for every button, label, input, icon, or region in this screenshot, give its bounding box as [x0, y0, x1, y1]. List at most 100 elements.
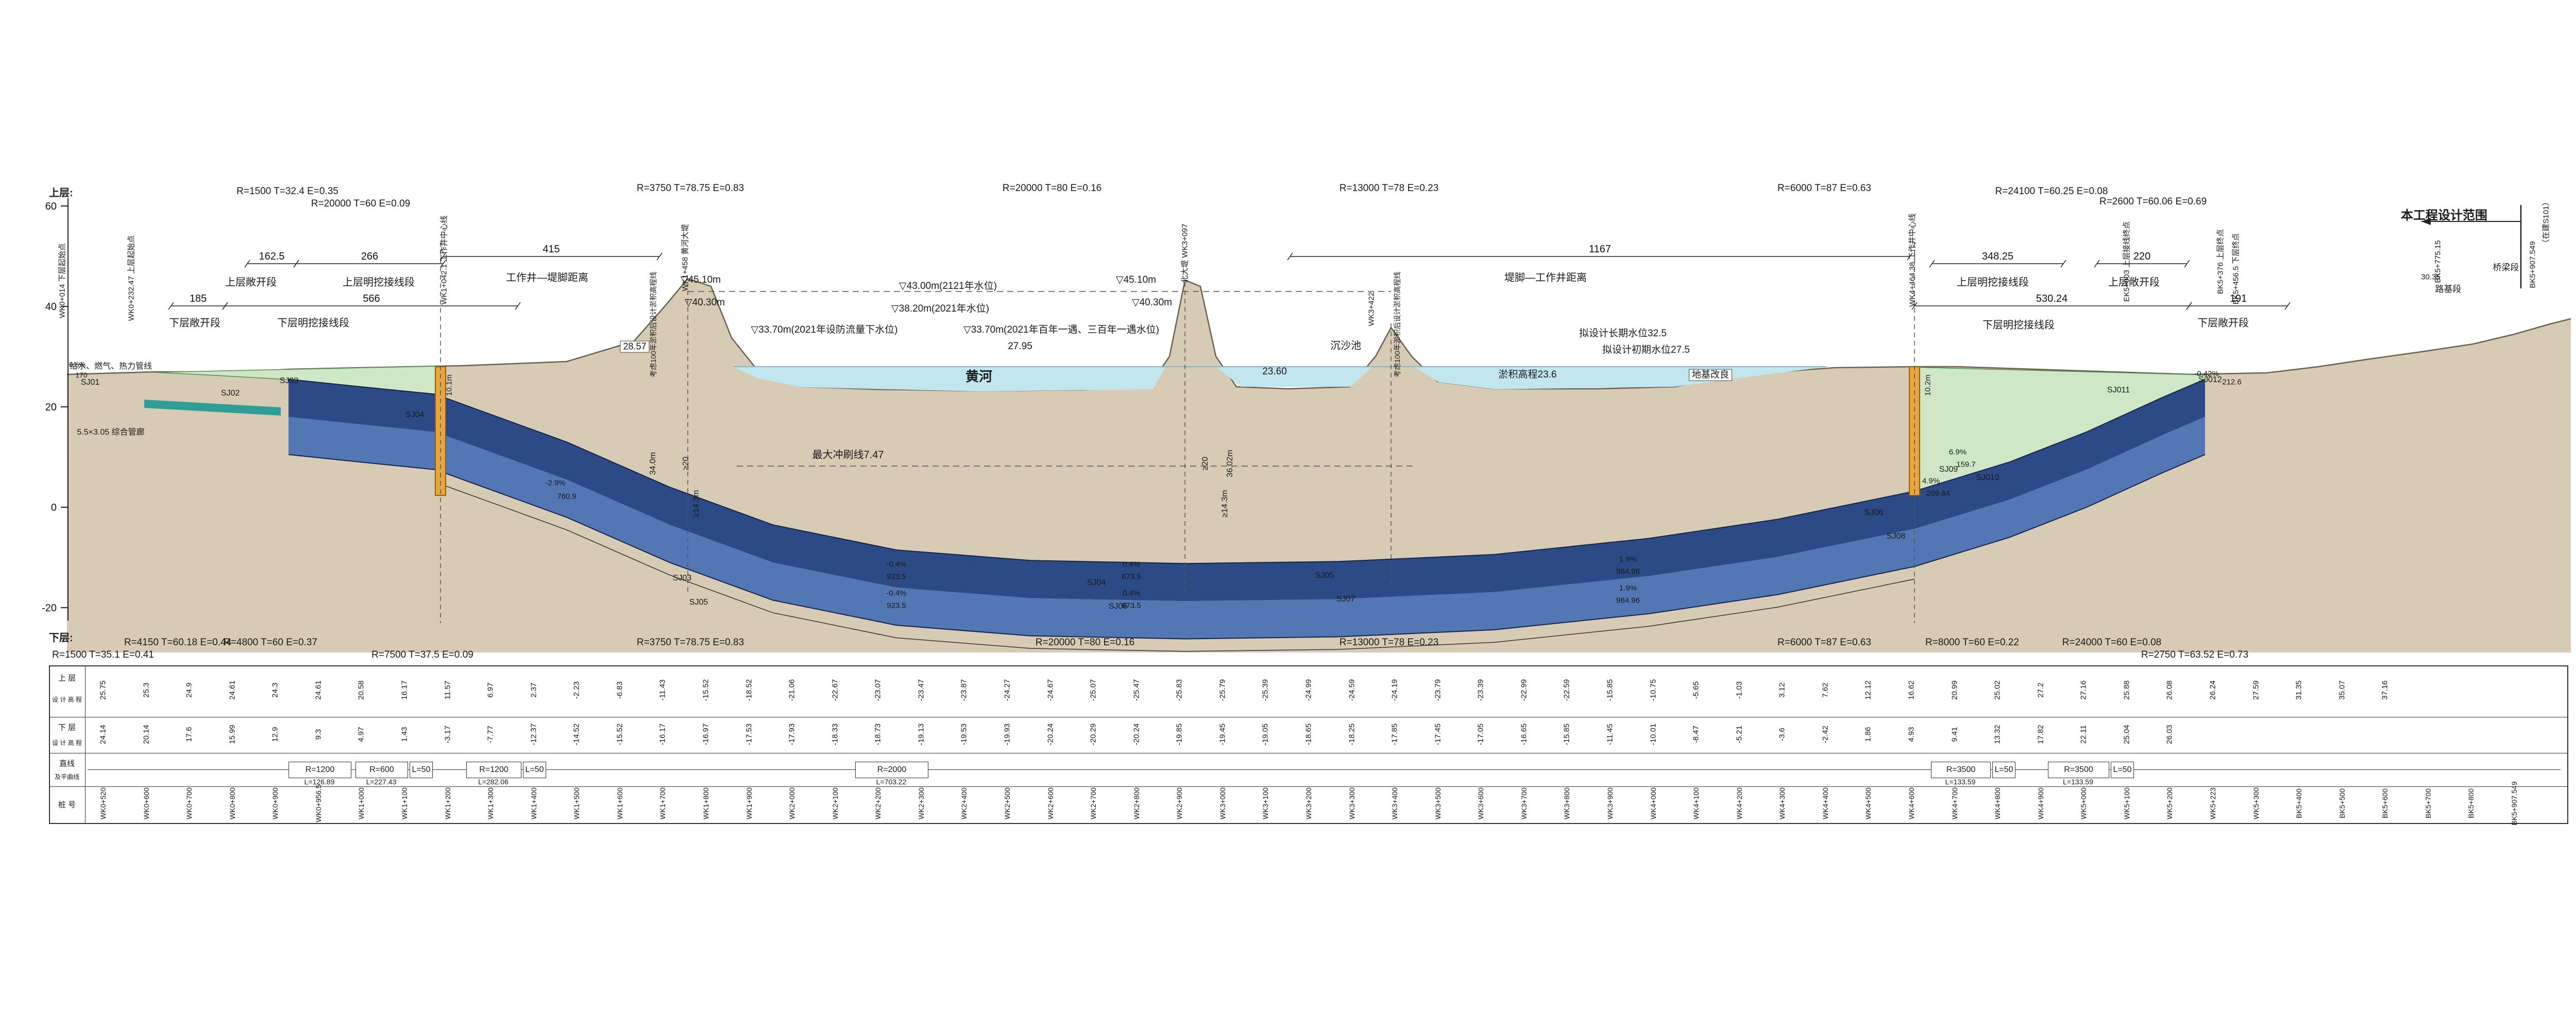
upper-alignment-row-label: 上层: [49, 187, 73, 199]
station-label: WK0+520 [99, 787, 107, 819]
station-marker: WK4+464.38 工作井中心线 [1908, 213, 1917, 307]
section-label: 下层敞开段 [2197, 317, 2249, 329]
upper-design-elevation: 27.2 [2036, 682, 2045, 698]
station-label: WK4+900 [2036, 787, 2045, 819]
slope-label: -2.9% [545, 478, 566, 488]
station-label: WK1+600 [615, 787, 624, 819]
section-label: 下层明挖接线段 [277, 317, 349, 329]
section-label: 上层敞开段 [225, 277, 277, 288]
row-header-station: 桩 号 [58, 800, 76, 810]
upper-design-elevation: -24.19 [1390, 679, 1399, 701]
lower-design-elevation: -19.93 [1003, 723, 1012, 746]
station-marker: WK0+014 下层起始点 [58, 243, 67, 318]
upper-design-elevation: 16.17 [400, 680, 409, 700]
slope-label: 760.9 [557, 492, 577, 501]
station-label: WK0+900 [271, 787, 280, 819]
upper-design-elevation: 20.99 [1950, 680, 1959, 700]
lower-design-elevation: -5.21 [1735, 725, 1744, 744]
station-marker: BK5+775.15 [2433, 240, 2443, 283]
upper-design-elevation: 27.16 [2079, 680, 2088, 700]
design-scope-title: 本工程设计范围 [2401, 209, 2487, 222]
tunnel-upper-deck [289, 379, 2205, 602]
upper-design-elevation: 25.02 [1993, 680, 2002, 700]
upper-design-elevation: -25.39 [1261, 679, 1270, 701]
upper-design-elevation: -22.59 [1562, 679, 1571, 701]
station-label: WK4+300 [1778, 787, 1787, 819]
lower-design-elevation: 9.3 [314, 729, 323, 740]
station-marker: WK1+042.1 工作井中心线 [439, 215, 449, 305]
feature-label: 沉沙池 [1330, 340, 1361, 352]
station-label: WK1+500 [572, 787, 581, 819]
tunnel-segment-label: SJ011 [2107, 385, 2130, 394]
slope-label: -0.4% [886, 589, 907, 598]
station-label: WK1+400 [529, 787, 538, 819]
upper-design-elevation: 27.59 [2251, 680, 2261, 700]
feature-label: 36.02m [1225, 450, 1234, 477]
slope-label: 4.9% [1922, 476, 1940, 486]
station-label: WK1+300 [486, 787, 495, 819]
upper-design-elevation: -5.65 [1691, 681, 1701, 699]
lower-design-elevation: -8.47 [1691, 725, 1701, 744]
alignment-length-label: L=282.06 [478, 778, 509, 786]
tunnel-segment-label: SJ05 [689, 597, 708, 607]
upper-design-elevation: 31.35 [2294, 680, 2303, 700]
scope-arrow-icon [2421, 218, 2431, 225]
station-label: WK0+700 [185, 787, 194, 819]
curve-annotation-lower: R=6000 T=87 E=0.63 [1777, 637, 1871, 648]
upper-design-elevation: -1.03 [1735, 681, 1744, 699]
tunnel-crown-line [288, 379, 2206, 564]
upper-design-elevation: 20.58 [357, 680, 366, 700]
station-label: WK4+100 [1692, 787, 1701, 819]
upper-design-elevation: 24.3 [270, 682, 280, 698]
station-label: WK1+200 [443, 787, 452, 819]
station-label: BK5+800 [2467, 788, 2476, 818]
upper-design-elevation: 11.57 [443, 680, 452, 700]
slope-label: 984.96 [1616, 567, 1640, 576]
water-level-label: ▽33.70m(2021年百年一遇、三百年一遇水位) [963, 324, 1159, 336]
section-label: 堤脚—工作井距离 [1504, 272, 1587, 284]
upper-design-elevation: 26.24 [2208, 680, 2217, 700]
lower-design-elevation: -3.17 [443, 725, 452, 744]
upper-design-elevation: 25.3 [142, 682, 151, 698]
station-marker: EK5+003 上层接线终点 [2122, 221, 2131, 302]
station-label: BK5+600 [2381, 788, 2389, 818]
station-label: BK5+907.549 [2510, 781, 2518, 826]
slope-label: 0.4% [1122, 560, 1141, 569]
curve-annotation-upper: R=20000 T=80 E=0.16 [1002, 183, 1102, 194]
elevation-axis [61, 198, 69, 621]
tunnel-segment-label: SJ01 [80, 377, 100, 387]
upper-design-elevation: -2.23 [572, 681, 581, 699]
water-level-label: 23.60 [1262, 366, 1287, 377]
feature-label: 最大冲刷线7.47 [812, 449, 884, 461]
feature-label: 34.0m [648, 452, 657, 475]
feature-label: 5.5×3.05 综合管廊 [77, 427, 145, 437]
lower-design-elevation: 1.86 [1863, 727, 1873, 742]
tunnel-segment-label: SJ06 [1864, 508, 1884, 517]
curve-annotation-upper: R=1500 T=32.4 E=0.35 [236, 186, 338, 197]
feature-label: 地基改良 [1689, 369, 1732, 381]
slope-label: 1.9% [1619, 555, 1637, 564]
curve-annotation-lower: R=13000 T=78 E=0.23 [1339, 637, 1439, 648]
lower-design-elevation: -17.53 [744, 723, 754, 746]
feature-label: 30.35 [2421, 272, 2441, 282]
lower-design-elevation: -19.85 [1175, 723, 1184, 746]
alignment-length-label: L=133.59 [1945, 778, 1976, 786]
feature-label: 考虑100年淤积后设计淤积高程线 [1393, 271, 1401, 377]
upper-design-elevation: -22.67 [831, 679, 840, 701]
lower-design-elevation: -18.73 [873, 723, 883, 746]
lower-design-elevation: -7.77 [486, 725, 495, 744]
station-label: WK2+400 [960, 787, 969, 819]
section-label: 下层明挖接线段 [1982, 319, 2055, 331]
station-label: WK3+900 [1606, 787, 1614, 819]
water-level-label: ▽45.10m [1116, 274, 1156, 286]
slope-label: 0.4% [1122, 589, 1141, 598]
alignment-segment: L=50 [410, 762, 433, 778]
row-header-alignment: 直线 [59, 759, 75, 768]
tunnel-segment-label: SJ05 [1315, 571, 1334, 580]
dimension-value: 348.25 [1982, 251, 2013, 262]
upper-design-elevation: -21.06 [787, 679, 796, 701]
alignment-length-label: L=126.89 [304, 778, 335, 786]
excavation-limit-line [435, 482, 1915, 652]
upper-design-elevation: -25.83 [1175, 679, 1184, 701]
river-water-mid [1217, 367, 1371, 387]
